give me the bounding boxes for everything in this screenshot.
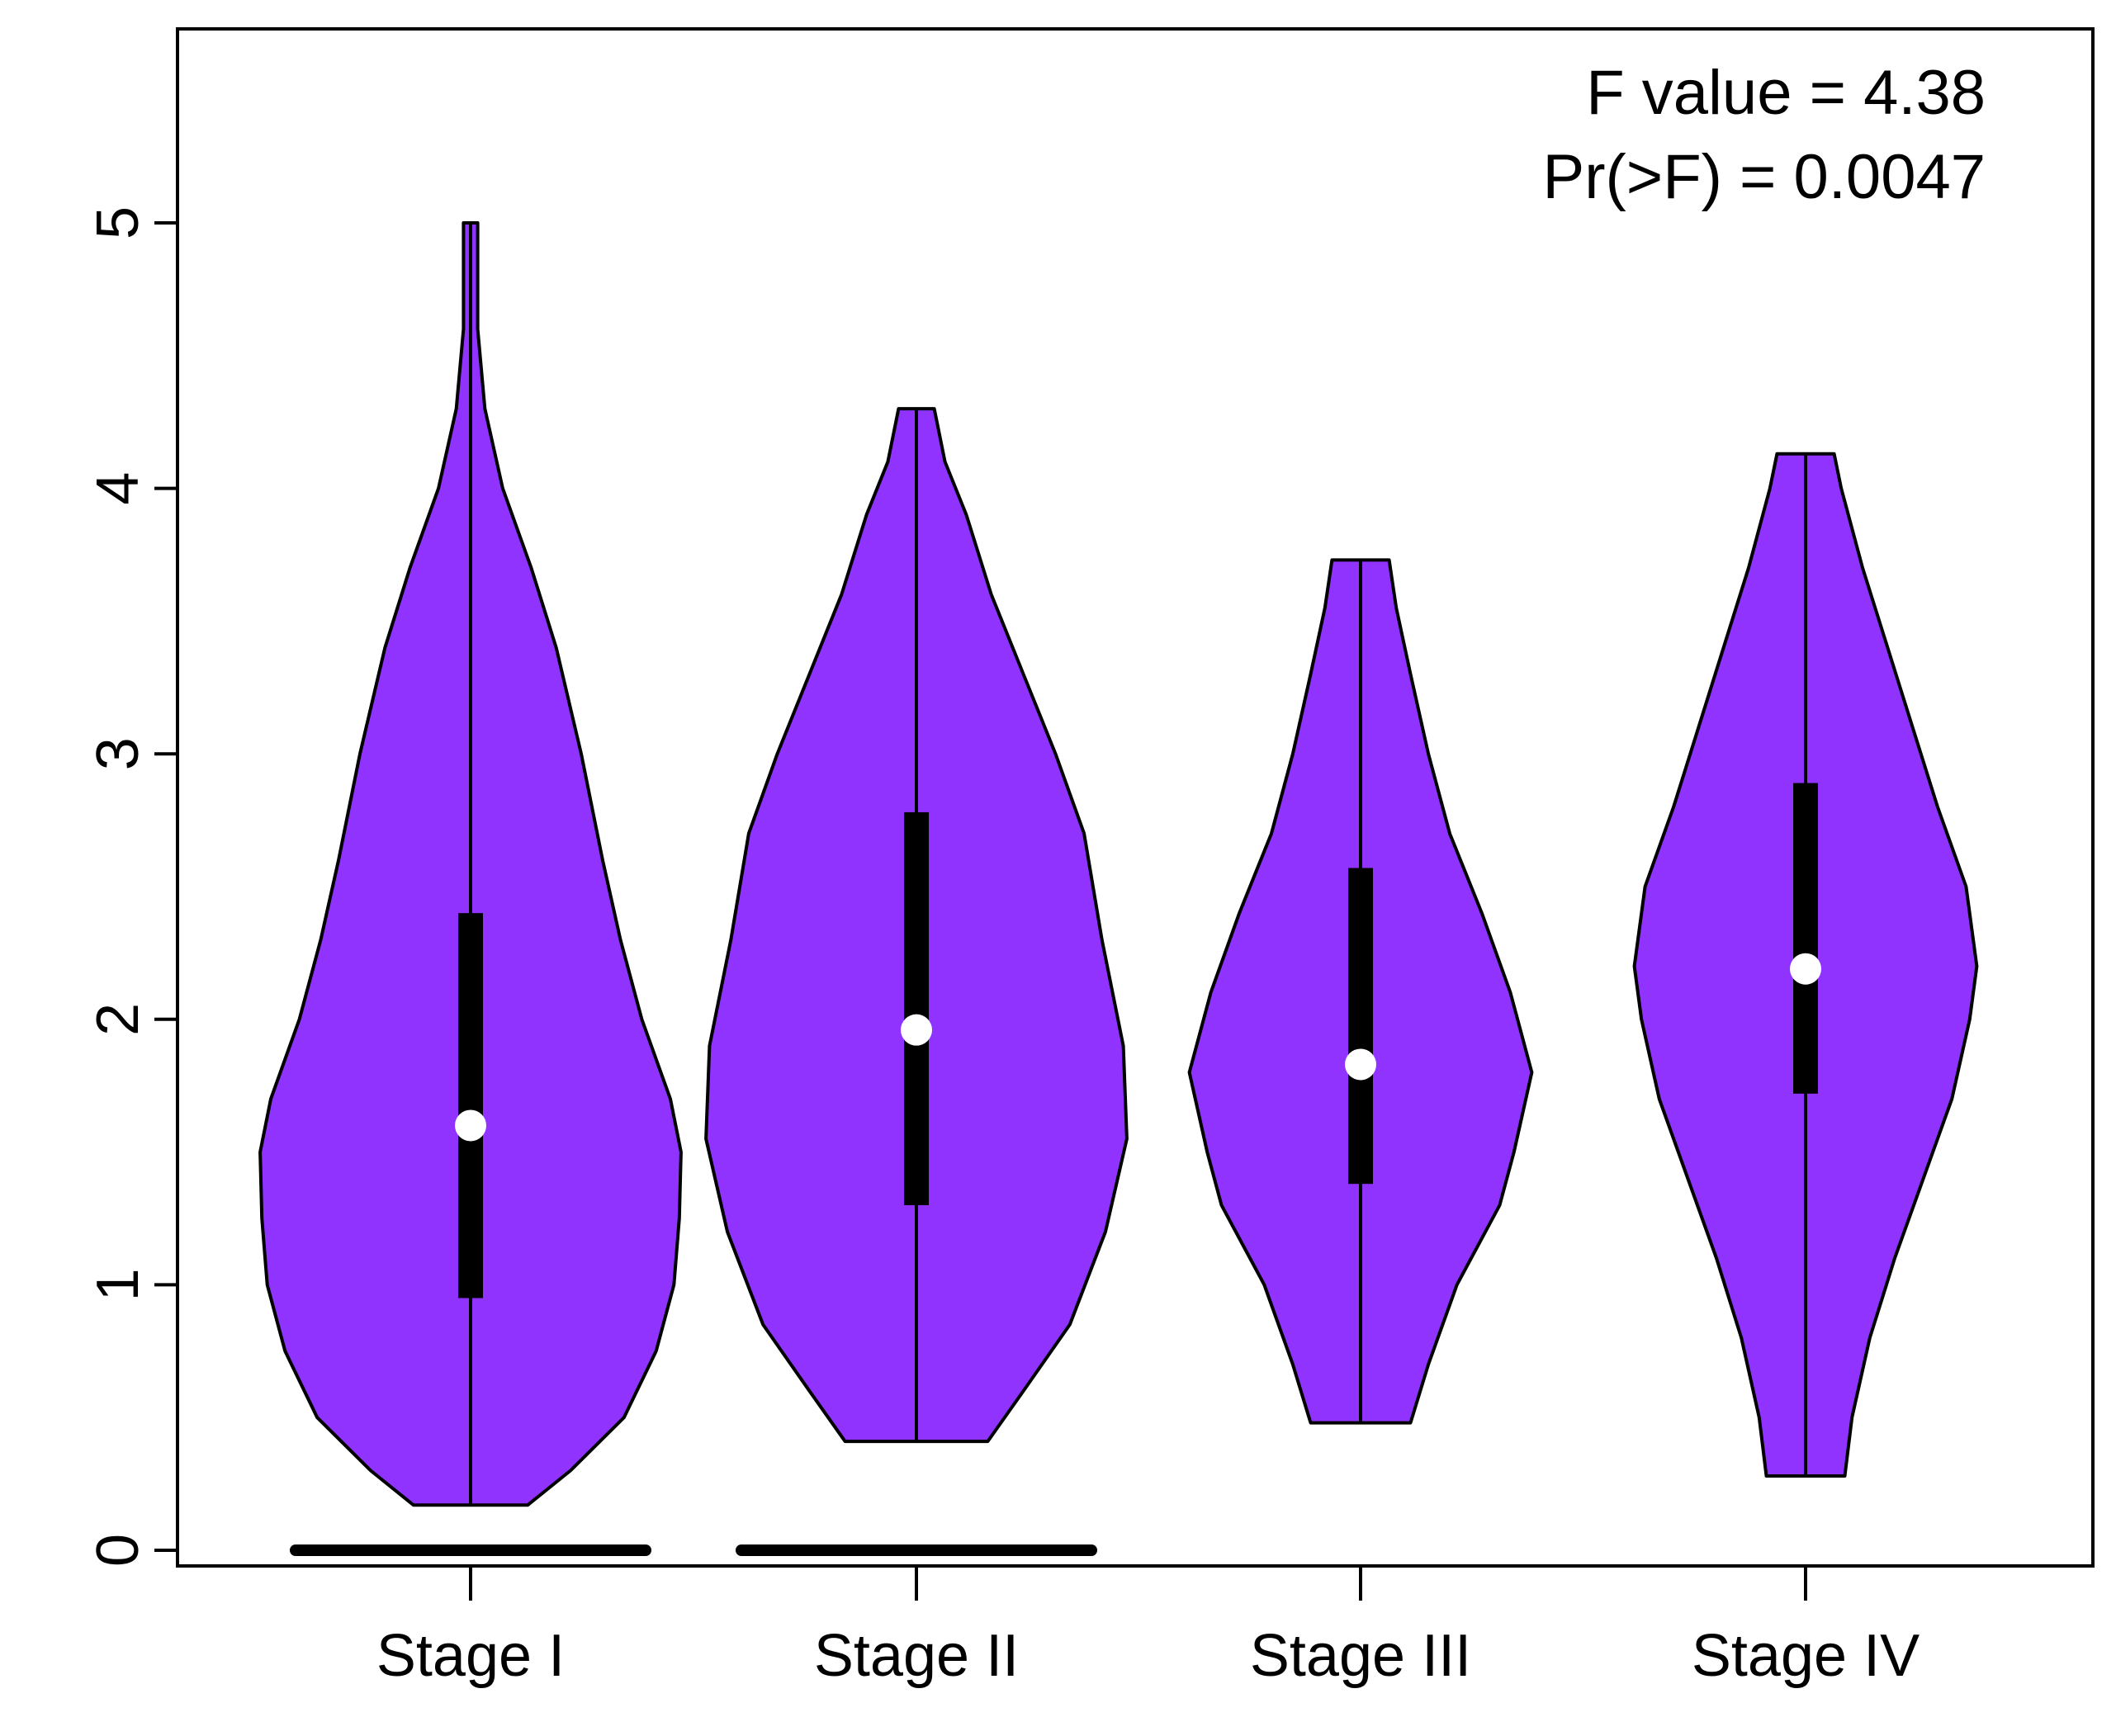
- x-axis: Stage I Stage II Stage III Stage IV: [376, 1566, 1920, 1689]
- y-tick-label: 2: [85, 1003, 151, 1036]
- f-value-annotation: F value = 4.38: [1586, 58, 1986, 128]
- violins-group: [258, 221, 1979, 1556]
- violin-median-point: [455, 1109, 486, 1142]
- x-tick-label: Stage I: [376, 1623, 565, 1689]
- y-tick-label: 5: [85, 206, 151, 239]
- violin-median-point: [1345, 1048, 1376, 1081]
- y-tick-label: 1: [85, 1268, 151, 1301]
- y-tick-label: 4: [85, 472, 151, 505]
- y-tick-label: 3: [85, 737, 151, 770]
- violin-iqr-box: [904, 811, 929, 1205]
- y-axis: 0 1 2 3 4 5: [85, 206, 179, 1567]
- violin-median-point: [901, 1014, 932, 1046]
- violin-iqr-box: [458, 913, 483, 1298]
- violin-iqr-box: [1348, 868, 1373, 1185]
- violin-iqr-box: [1793, 783, 1818, 1094]
- x-tick-label: Stage IV: [1692, 1623, 1920, 1689]
- p-value-annotation: Pr(>F) = 0.0047: [1543, 142, 1986, 212]
- violin-median-point: [1790, 953, 1821, 985]
- x-tick-label: Stage III: [1250, 1623, 1471, 1689]
- x-tick-label: Stage II: [814, 1623, 1019, 1689]
- y-tick-label: 0: [85, 1534, 151, 1567]
